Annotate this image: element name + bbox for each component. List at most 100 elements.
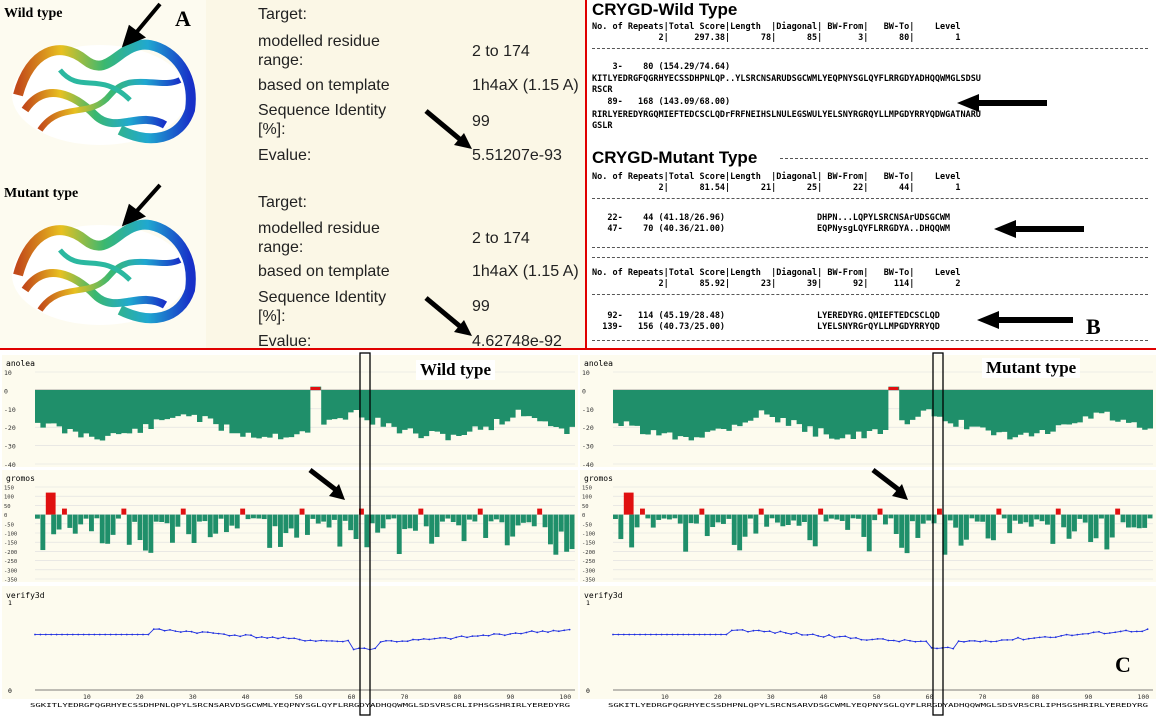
axis-tick-label: -300: [582, 568, 595, 574]
gromos-bar: [213, 514, 219, 534]
anolea-positive-bar: [310, 387, 321, 390]
gromos-bar: [569, 514, 575, 550]
gromos-bar: [888, 514, 894, 519]
gromos-bar: [429, 514, 435, 544]
gromos-bar: [564, 514, 570, 552]
gromos-bar: [1142, 514, 1148, 528]
sequence: RSCR: [592, 85, 613, 95]
gromos-bar: [613, 514, 618, 520]
gromos-bar: [753, 514, 759, 534]
gromos-bar: [531, 514, 537, 527]
info-value: 1h4aX (1.15 A): [472, 263, 579, 280]
x-tick-label: 30: [767, 693, 775, 701]
x-tick-label: 30: [189, 693, 197, 701]
gromos-bar: [1045, 514, 1050, 525]
gromos-bar: [920, 514, 926, 524]
axis-tick-label: -10: [582, 406, 594, 414]
gromos-bar: [153, 514, 159, 522]
axis-tick-label: -30: [582, 443, 594, 451]
axis-tick-label: -350: [4, 578, 17, 584]
table-header: No. of Repeats|Total Score|Length |Diago…: [592, 172, 961, 182]
gromos-bar: [83, 514, 89, 519]
gromos-bar: [656, 514, 662, 520]
gromos-bar: [423, 514, 429, 527]
gromos-bar: [985, 514, 991, 539]
x-tick-label: 100: [559, 693, 571, 701]
axis-tick-label: -200: [582, 550, 595, 556]
axis-tick-label: -20: [4, 424, 16, 432]
gromos-bar: [1050, 514, 1056, 544]
sequence: DHPN...LQPYLSRCNSArUDSGCWM: [817, 213, 951, 223]
gromos-positive-bar: [699, 508, 705, 515]
wild-title: CRYGD-Wild Type: [592, 0, 738, 19]
gromos-bar: [391, 514, 397, 519]
gromos-positive-bar: [818, 508, 824, 515]
arrow-icon: [977, 311, 1073, 329]
axis-tick-label: 0: [4, 387, 8, 395]
gromos-bar: [224, 514, 229, 533]
gromos-bar: [769, 514, 775, 519]
arrow-icon: [329, 484, 345, 500]
gromos-bar: [791, 514, 797, 521]
axis-tick-label: 0: [582, 513, 585, 519]
axis-tick-label: 100: [582, 495, 592, 501]
info-value: 2 to 174: [472, 43, 530, 60]
x-tick-label: 10: [83, 693, 91, 701]
gromos-positive-bar: [758, 508, 764, 515]
gromos-bar: [672, 514, 678, 519]
sequence: KITLYEDRGFQGRHYECSSDHPNLQP..YLSRCNSARUDS…: [592, 74, 981, 84]
axis-tick-label: -300: [4, 568, 17, 574]
gromos-bar: [764, 514, 770, 527]
panel-a-info-bg: [206, 0, 586, 348]
gromos-bar: [186, 514, 192, 535]
axis-tick-label: -40: [582, 461, 594, 469]
gromos-positive-bar: [537, 508, 543, 515]
gromos-bar: [116, 514, 121, 519]
gromos-positive-bar: [359, 508, 364, 515]
gromos-bar: [369, 514, 375, 524]
verify3d-line: [35, 628, 570, 651]
axis-tick-label: 10: [582, 369, 590, 377]
info-label: modelled residue range:: [258, 33, 380, 69]
x-tick-label: 80: [1032, 693, 1040, 701]
x-tick-label: 50: [873, 693, 881, 701]
gromos-bar: [445, 514, 451, 519]
gromos-bar: [353, 514, 359, 540]
gromos-bar: [40, 514, 46, 551]
gromos-bar: [283, 514, 289, 534]
gromos-bar: [278, 514, 283, 547]
axis-tick-label: -50: [582, 522, 592, 528]
gromos-bar: [1099, 514, 1104, 519]
gromos-bar: [450, 514, 456, 523]
gromos-bar: [1104, 514, 1110, 550]
gromos-bar: [321, 514, 327, 522]
x-tick-label: 20: [136, 693, 144, 701]
gromos-bar: [375, 514, 381, 533]
gromos-bar: [78, 514, 84, 525]
x-tick-label: 70: [401, 693, 409, 701]
gromos-bar: [899, 514, 905, 548]
gromos-bar: [866, 514, 872, 552]
gromos-bar: [272, 514, 278, 527]
separator: [592, 340, 1148, 341]
axis-tick-label: 1: [8, 599, 12, 607]
axis-tick-label: 10: [4, 369, 12, 377]
axis-tick-label: -10: [4, 406, 16, 414]
gromos-bar: [980, 514, 986, 522]
gromos-bar: [348, 514, 354, 531]
gromos-bar: [1082, 514, 1088, 523]
sequence: EQPNysgLQYFLRRGDYA..DHQQWM: [817, 224, 951, 234]
gromos-bar: [710, 514, 716, 528]
gromos-bar: [807, 514, 813, 541]
repeat-range: 47- 70 (40.36/21.00): [592, 224, 726, 234]
gromos-bar: [402, 514, 408, 530]
gromos-bar: [72, 514, 78, 534]
anolea-bars: [35, 386, 575, 441]
gromos-bar: [521, 514, 526, 523]
axis-tick-label: 1: [586, 599, 590, 607]
arrow-icon: [994, 220, 1084, 238]
panel-c-letter: C: [1115, 652, 1131, 677]
gromos-bar: [110, 514, 116, 535]
plot-title: verify3d: [6, 591, 45, 600]
gromos-bar: [883, 514, 888, 525]
